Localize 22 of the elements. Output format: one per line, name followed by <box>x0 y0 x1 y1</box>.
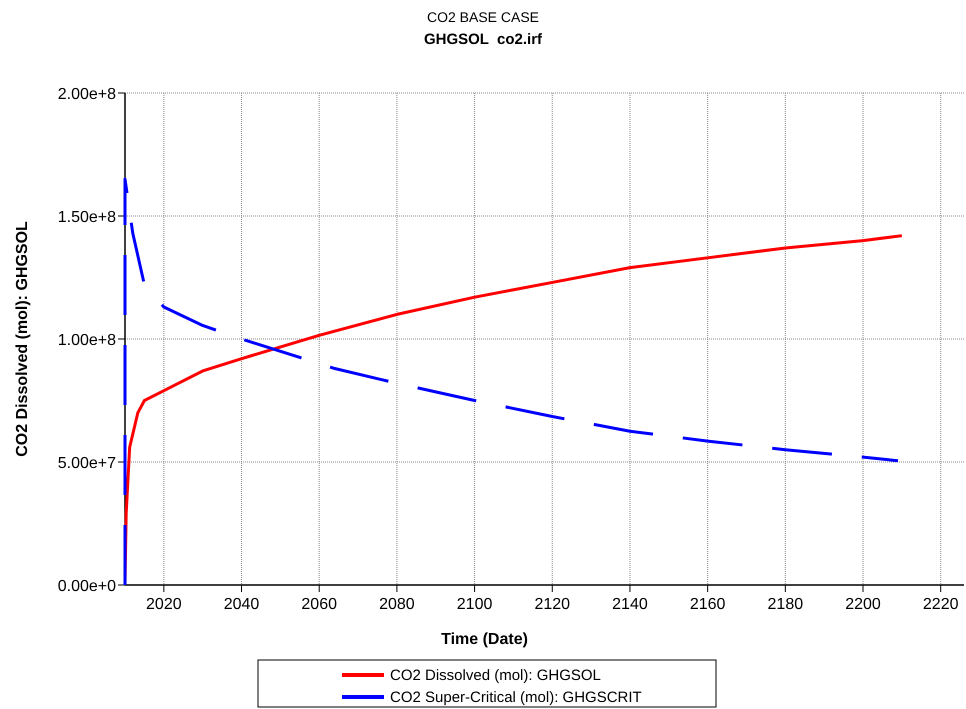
x-tick-label: 2080 <box>379 596 415 613</box>
y-axis-title: CO2 Dissolved (mol): GHGSOL <box>14 220 31 457</box>
x-tick-label: 2020 <box>146 596 182 613</box>
chart-title: CO2 BASE CASE <box>426 9 540 25</box>
x-tick-label: 2160 <box>690 596 726 613</box>
y-tick-label: 2.00e+8 <box>58 86 116 103</box>
x-tick-label: 2100 <box>456 596 492 613</box>
x-tick-label: 2060 <box>301 596 338 613</box>
legend-label: CO2 Super-Critical (mol): GHGSCRIT <box>390 689 642 706</box>
x-tick-label: 2220 <box>922 596 959 613</box>
y-tick-label: 0.00e+0 <box>58 578 116 595</box>
y-tick-label: 1.00e+8 <box>58 332 116 349</box>
x-tick-label: 2180 <box>768 596 804 613</box>
legend-label: CO2 Dissolved (mol): GHGSOL <box>390 667 601 684</box>
x-tick-label: 2040 <box>224 596 260 613</box>
x-axis-title: Time (Date) <box>441 631 528 648</box>
x-tick-label: 2120 <box>534 596 570 613</box>
x-tick-label: 2140 <box>612 596 648 613</box>
x-tick-label: 2200 <box>845 596 881 613</box>
chart-subtitle: GHGSOL co2.irf <box>424 31 544 48</box>
y-tick-label: 1.50e+8 <box>58 209 116 226</box>
y-tick-label: 5.00e+7 <box>58 455 116 472</box>
